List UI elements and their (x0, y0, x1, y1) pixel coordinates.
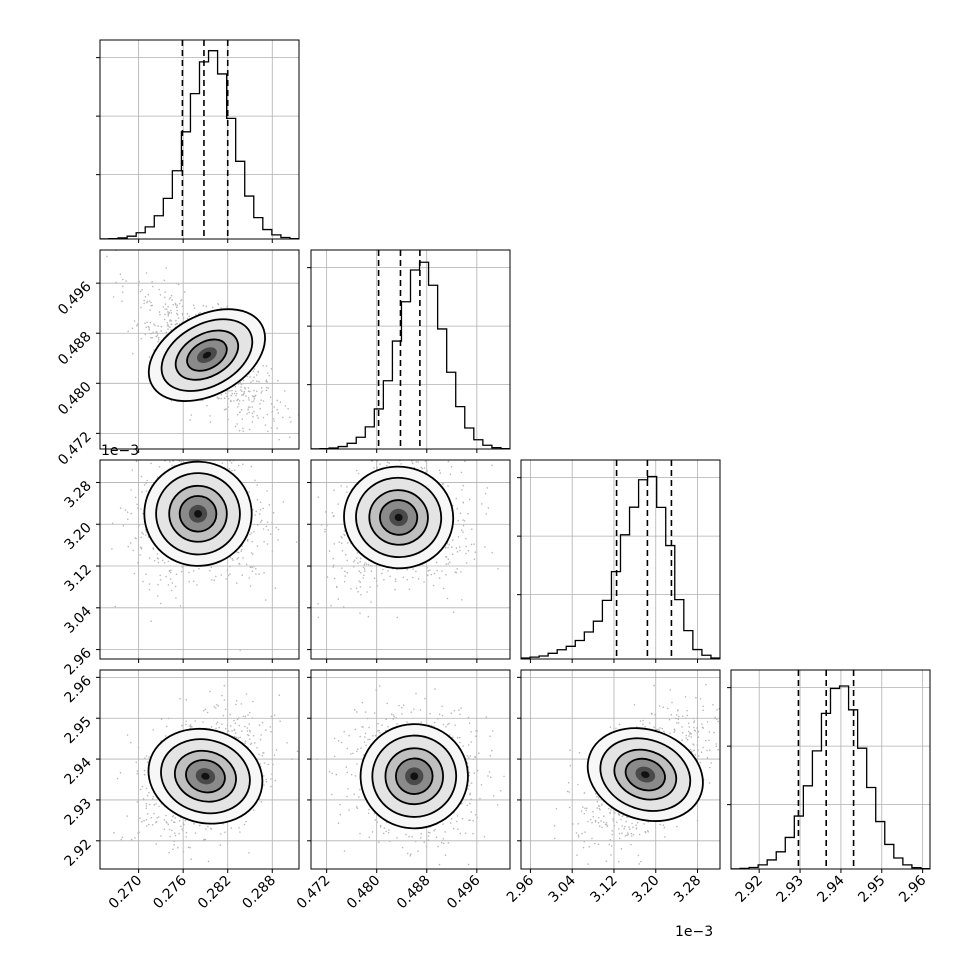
joint-panel-1-0 (96, 249, 300, 453)
histogram-panel-2 (517, 459, 721, 663)
x-tick-label: 0.276 (150, 872, 190, 912)
y-tick-label: 3.28 (61, 478, 94, 511)
panel-frame (310, 459, 511, 660)
panel-frame (99, 39, 300, 240)
histogram-panel-0 (96, 39, 300, 243)
x-tick-label: 2.96 (504, 872, 537, 905)
panel-frame (310, 249, 511, 450)
joint-panel-2-1 (307, 459, 511, 663)
x-tick-label: 2.92 (733, 873, 766, 906)
density-contour (394, 513, 403, 522)
y-tick-label: 2.93 (61, 795, 94, 828)
y-tick-label: 0.472 (55, 429, 95, 469)
histogram-panel-3 (727, 669, 931, 873)
density-contour (201, 772, 210, 780)
density-contour (641, 771, 650, 779)
x-tick-label: 2.96 (896, 872, 929, 905)
y-tick-label: 2.94 (61, 755, 94, 788)
panel-frame (99, 249, 300, 450)
joint-panel-2-0 (96, 459, 300, 663)
density-layer (316, 685, 505, 866)
density-layer (317, 460, 499, 619)
x-tick-label: 2.95 (855, 873, 888, 906)
histogram-step (521, 475, 720, 659)
y-offset-label: 1e−3 (101, 443, 139, 459)
x-tick-label: 3.12 (587, 873, 620, 906)
y-tick-label: 0.480 (55, 379, 95, 419)
density-layer (111, 460, 298, 651)
joint-panel-3-0 (96, 669, 300, 873)
density-layer (553, 683, 720, 869)
density-layer (106, 250, 299, 441)
histogram-step (100, 50, 299, 239)
density-contour (410, 772, 419, 781)
panel-frame (730, 669, 931, 870)
x-tick-label: 0.488 (394, 873, 434, 913)
density-layer (113, 684, 299, 863)
density-contour (194, 509, 202, 518)
panel-frame (520, 669, 721, 870)
joint-panel-3-2 (517, 669, 721, 873)
x-tick-label: 0.282 (195, 873, 235, 913)
x-tick-label: 2.93 (774, 873, 807, 906)
x-tick-label: 0.288 (239, 873, 279, 913)
y-tick-label: 3.12 (61, 562, 94, 595)
histogram-step (311, 261, 510, 449)
y-tick-label: 2.92 (61, 836, 94, 869)
histogram-panel-1 (307, 249, 511, 453)
y-tick-label: 2.96 (61, 645, 94, 678)
x-tick-label: 3.04 (546, 872, 579, 905)
y-tick-label: 2.95 (61, 714, 94, 747)
x-tick-label: 3.28 (671, 873, 704, 906)
x-tick-label: 0.480 (344, 873, 384, 913)
x-tick-label: 3.20 (629, 873, 662, 906)
panel-frame (99, 669, 300, 870)
x-tick-label: 0.496 (444, 872, 484, 912)
density-contour (202, 351, 212, 359)
y-tick-label: 3.04 (61, 603, 94, 636)
y-tick-label: 3.20 (61, 520, 94, 553)
x-tick-label: 2.94 (814, 872, 847, 905)
joint-panel-3-1 (307, 669, 511, 873)
y-tick-label: 0.488 (55, 329, 95, 369)
panel-frame (99, 459, 300, 660)
panel-frame (310, 669, 511, 870)
x-tick-label: 0.270 (106, 873, 146, 913)
x-offset-label: 1e−3 (675, 924, 713, 940)
x-tick-label: 0.472 (294, 873, 334, 913)
histogram-step (731, 685, 930, 869)
y-tick-label: 0.496 (55, 279, 95, 319)
panel-frame (520, 459, 721, 660)
y-tick-label: 2.96 (61, 673, 94, 706)
